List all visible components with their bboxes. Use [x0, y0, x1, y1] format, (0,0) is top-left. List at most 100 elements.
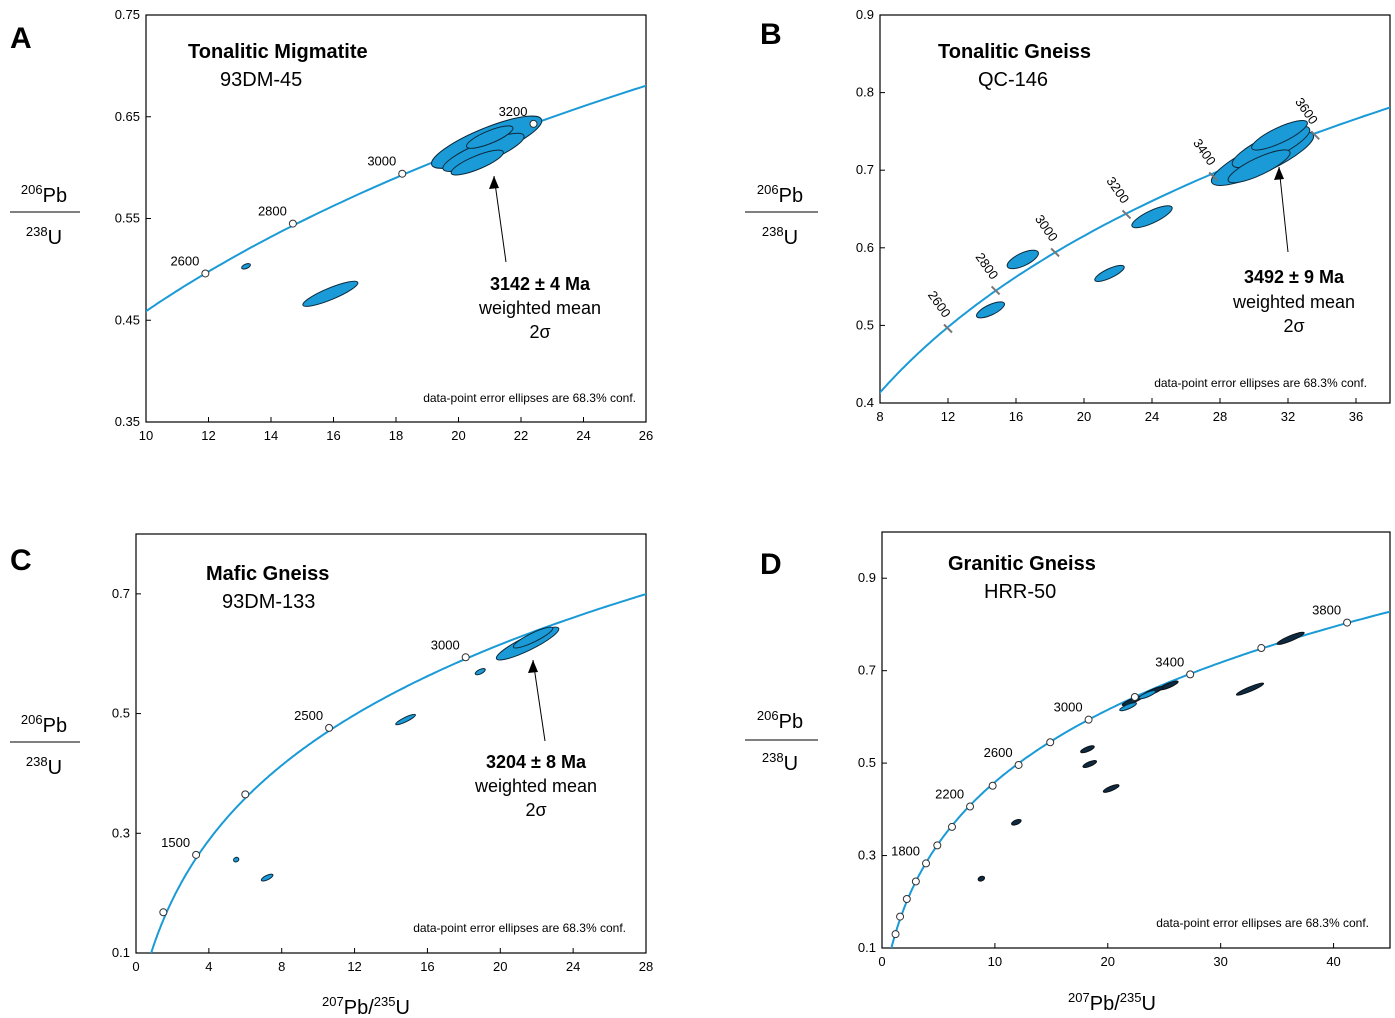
x-tick-label-a: 24 — [576, 428, 590, 443]
x-tick-label-c: 8 — [278, 959, 285, 974]
x-tick-label-b: 12 — [941, 409, 955, 424]
x-tick-label-a: 10 — [139, 428, 153, 443]
concordia-curve-a — [146, 84, 646, 313]
y-label-sup-206-c: 206 — [21, 712, 43, 727]
error-ellipse-b — [1227, 149, 1291, 184]
y-tick-label-c: 0.7 — [112, 586, 130, 601]
note-a: data-point error ellipses are 68.3% conf… — [423, 391, 636, 405]
y-tick-label-b: 0.5 — [856, 317, 874, 332]
y-axis-label-c: 206Pb 238U — [10, 712, 80, 779]
x-tick-label-b: 16 — [1009, 409, 1023, 424]
x-tick-label-a: 22 — [514, 428, 528, 443]
error-ellipse-d — [977, 875, 986, 882]
error-ellipse-d — [1138, 690, 1157, 700]
age-marker-c — [192, 850, 201, 859]
plot-frame-b — [879, 14, 1391, 404]
panel-letter-c: C — [10, 544, 32, 577]
error-ellipse-a — [302, 280, 359, 307]
x-tick-label-c: 20 — [493, 959, 507, 974]
error-ellipse-c — [260, 873, 274, 882]
age-marker-c — [461, 653, 470, 662]
y-label-sup-238-b: 238 — [762, 224, 784, 239]
x-tick-label-a: 26 — [639, 428, 653, 443]
age-marker-d — [891, 930, 900, 939]
chart-title-b: Tonalitic Gneiss — [938, 41, 1091, 63]
x-tick-label-a: 14 — [264, 428, 278, 443]
age-marker-d — [896, 912, 905, 921]
error-ellipse-c — [474, 668, 486, 676]
x-tick-label-d: 0 — [878, 954, 885, 969]
error-ellipse-b — [975, 301, 1006, 319]
x-tick-label-d: 40 — [1326, 954, 1340, 969]
error-ellipse-c — [395, 713, 416, 726]
age-tick-b — [990, 285, 1001, 296]
y-tick-label-a: 0.75 — [115, 7, 140, 22]
panel-letter-b: B — [760, 18, 782, 51]
error-ellipse-c — [512, 626, 554, 649]
x-tick-label-b: 24 — [1145, 409, 1159, 424]
y-label-sup-206-d: 206 — [757, 708, 779, 723]
y-label-sup-206-a: 206 — [21, 182, 43, 197]
panel-letter-a: A — [10, 22, 32, 55]
y-tick-label-a: 0.45 — [115, 312, 140, 327]
x-tick-label-b: 32 — [1281, 409, 1295, 424]
age-marker-d — [1084, 715, 1093, 724]
x-tick-label-c: 12 — [347, 959, 361, 974]
y-tick-label-a: 0.55 — [115, 211, 140, 226]
result-age-c: 3204 ± 8 Ma — [486, 752, 587, 772]
error-ellipse-d — [1102, 784, 1120, 793]
x-tick-label-a: 16 — [326, 428, 340, 443]
y-label-sup-238-d: 238 — [762, 750, 784, 765]
result-age-a: 3142 ± 4 Ma — [490, 274, 591, 294]
chart-title-d: Granitic Gneiss — [948, 553, 1096, 575]
y-label-pb-d: Pb — [779, 711, 803, 733]
age-label-b: 2600 — [925, 288, 954, 320]
note-d: data-point error ellipses are 68.3% conf… — [1156, 916, 1369, 930]
age-marker-c — [241, 790, 250, 799]
x-axis-label-c: 207Pb/235U — [322, 994, 410, 1018]
age-tick-b — [943, 323, 953, 334]
y-tick-label-c: 0.5 — [112, 706, 130, 721]
result-age-b: 3492 ± 9 Ma — [1244, 267, 1345, 287]
error-ellipse-d — [1011, 818, 1022, 826]
y-tick-label-c: 0.3 — [112, 825, 130, 840]
x-tick-label-d: 20 — [1101, 954, 1115, 969]
age-marker-a — [201, 269, 210, 278]
panel-a: A Tonalitic Migmatite 93DM-45 3142 ± 4 M… — [10, 14, 647, 423]
error-ellipse-b — [1251, 120, 1308, 151]
error-ellipse-b — [1094, 264, 1125, 282]
svg-text:238U: 238U — [26, 224, 62, 249]
y-tick-label-a: 0.35 — [115, 414, 140, 429]
panel-c: C Mafic Gneiss 93DM-133 3204 ± 8 Ma weig… — [10, 533, 647, 1018]
error-ellipse-b — [1131, 205, 1173, 229]
y-label-u-b: U — [784, 227, 798, 249]
arrowhead-a — [489, 176, 499, 189]
age-tick-b — [1310, 130, 1320, 140]
concordia-curve-c — [150, 593, 646, 953]
panel-b: B Tonalitic Gneiss QC-146 3492 ± 9 Ma we… — [745, 14, 1391, 404]
panel-b-marks: 8 12 16 20 24 28 32 36 0.4 0.5 0.6 0.7 0.8 0.9 2600 280… — [856, 7, 1390, 424]
age-marker-d — [902, 895, 911, 904]
svg-text:206Pb: 206Pb — [757, 708, 803, 733]
error-ellipse-b — [1006, 249, 1039, 270]
arrowhead-b — [1274, 167, 1284, 180]
x-tick-label-b: 20 — [1077, 409, 1091, 424]
svg-text:238U: 238U — [26, 754, 62, 779]
panel-a-marks: 10 12 14 16 18 20 22 24 26 0.35 0.45 0.55 0.65 0.75 26… — [115, 7, 654, 443]
age-marker-d — [1257, 644, 1266, 653]
age-label-d: 2600 — [984, 745, 1013, 760]
chart-title-a: Tonalitic Migmatite — [188, 41, 368, 63]
result-sigma-c: 2σ — [525, 800, 546, 820]
y-label-sup-206-b: 206 — [757, 182, 779, 197]
y-tick-label-c: 0.1 — [112, 945, 130, 960]
y-axis-label-d: 206Pb 238U — [745, 708, 818, 775]
arrowhead-c — [528, 660, 538, 673]
x-tick-label-b: 36 — [1349, 409, 1363, 424]
age-label-d: 3400 — [1155, 654, 1184, 669]
chart-title-c: Mafic Gneiss — [206, 563, 329, 585]
y-tick-label-b: 0.7 — [856, 162, 874, 177]
y-tick-label-d: 0.3 — [858, 848, 876, 863]
error-ellipse-a — [241, 263, 251, 270]
svg-text:206Pb: 206Pb — [21, 182, 67, 207]
result-sigma-b: 2σ — [1283, 316, 1304, 336]
